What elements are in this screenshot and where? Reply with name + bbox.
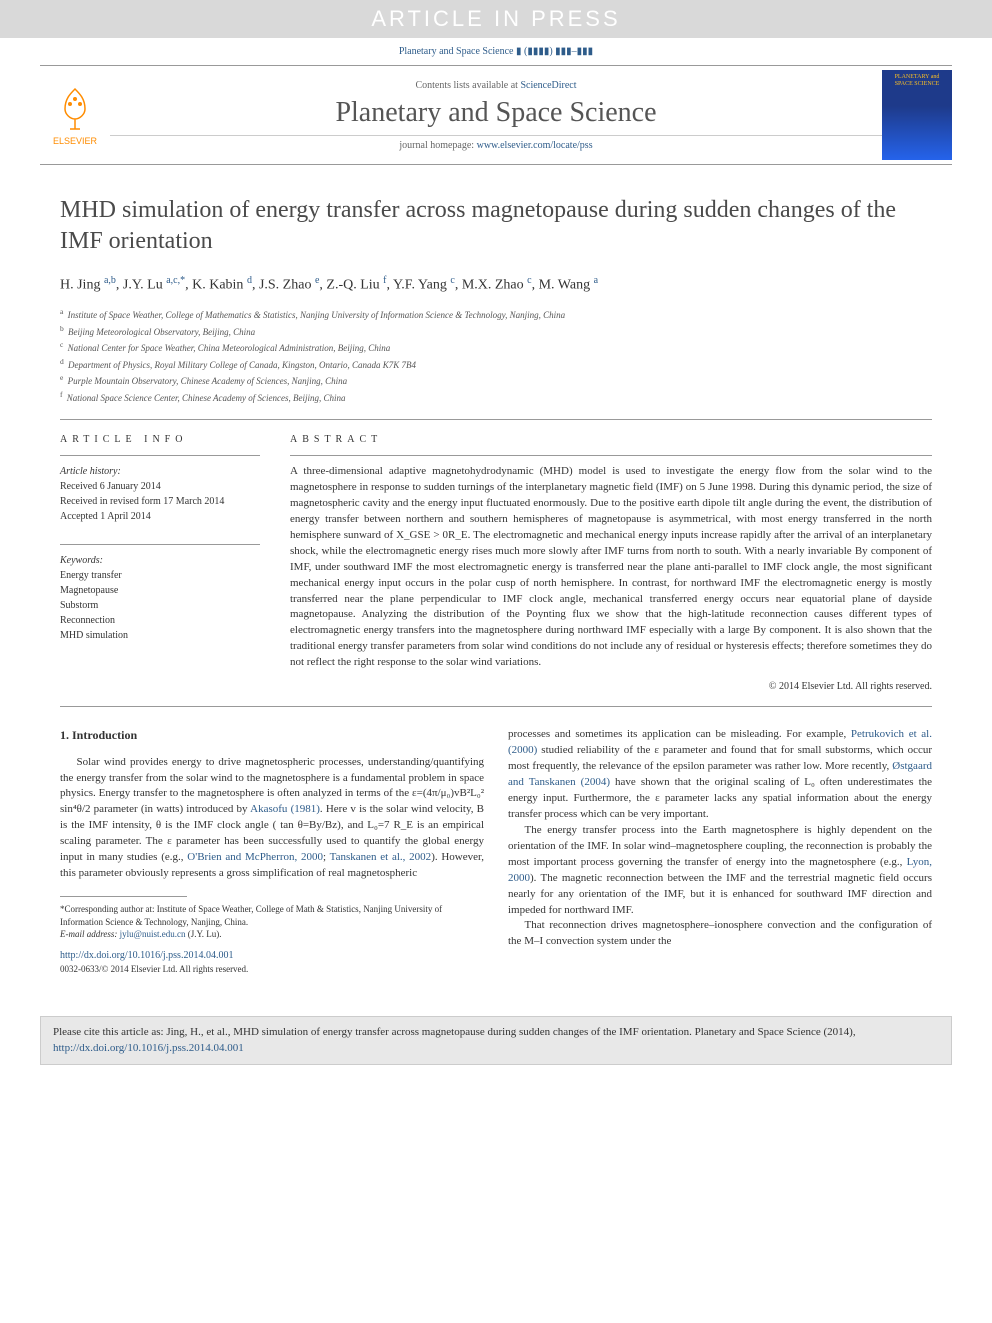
contents-line: Contents lists available at ScienceDirec…	[110, 80, 882, 91]
cover-text: PLANETARY and SPACE SCIENCE	[886, 74, 948, 88]
affiliation-item: e Purple Mountain Observatory, Chinese A…	[60, 372, 932, 389]
keywords-list: Energy transferMagnetopauseSubstormRecon…	[60, 568, 260, 643]
keywords-divider	[60, 544, 260, 545]
text: The energy transfer process into the Ear…	[508, 824, 932, 868]
left-column: 1. Introduction Solar wind provides ener…	[60, 727, 484, 976]
affiliation-item: f National Space Science Center, Chinese…	[60, 389, 932, 406]
history-accepted: Accepted 1 April 2014	[60, 509, 260, 524]
journal-reference: Planetary and Space Science ▮ (▮▮▮▮) ▮▮▮…	[0, 38, 992, 61]
intro-paragraph-1-cont: processes and sometimes its application …	[508, 727, 932, 823]
history-revised: Received in revised form 17 March 2014	[60, 494, 260, 509]
citation-doi-link[interactable]: http://dx.doi.org/10.1016/j.pss.2014.04.…	[53, 1042, 244, 1054]
ref-obrien[interactable]: O'Brien and McPherron, 2000	[187, 851, 323, 863]
email-name: (J.Y. Lu).	[185, 929, 221, 939]
article-history: Article history: Received 6 January 2014…	[60, 464, 260, 524]
email-label: E-mail address:	[60, 929, 120, 939]
keywords-label: Keywords:	[60, 553, 260, 568]
intro-paragraph-3: That reconnection drives magnetosphere–i…	[508, 918, 932, 950]
affiliation-item: b Beijing Meteorological Observatory, Be…	[60, 323, 932, 340]
keyword-item: MHD simulation	[60, 628, 260, 643]
homepage-link[interactable]: www.elsevier.com/locate/pss	[477, 140, 593, 151]
affiliation-item: d Department of Physics, Royal Military …	[60, 356, 932, 373]
citation-box: Please cite this article as: Jing, H., e…	[40, 1016, 952, 1065]
main-content-columns: 1. Introduction Solar wind provides ener…	[60, 727, 932, 976]
history-label: Article history:	[60, 464, 260, 479]
email-link[interactable]: jylu@nuist.edu.cn	[120, 929, 186, 939]
issn-line: 0032-0633/© 2014 Elsevier Ltd. All right…	[60, 963, 484, 976]
sciencedirect-link[interactable]: ScienceDirect	[520, 80, 576, 91]
abstract-text: A three-dimensional adaptive magnetohydr…	[290, 464, 932, 671]
homepage-prefix: journal homepage:	[399, 140, 476, 151]
header-center: Contents lists available at ScienceDirec…	[110, 80, 882, 151]
keyword-item: Reconnection	[60, 613, 260, 628]
article-title: MHD simulation of energy transfer across…	[60, 195, 932, 257]
intro-paragraph-1: Solar wind provides energy to drive magn…	[60, 755, 484, 883]
info-abstract-row: ARTICLE INFO Article history: Received 6…	[60, 434, 932, 692]
introduction-heading: 1. Introduction	[60, 727, 484, 744]
authors-list: H. Jing a,b, J.Y. Lu a,c,*, K. Kabin d, …	[60, 275, 932, 294]
homepage-line: journal homepage: www.elsevier.com/locat…	[110, 135, 882, 151]
text: ). The magnetic reconnection between the…	[508, 872, 932, 916]
email-line: E-mail address: jylu@nuist.edu.cn (J.Y. …	[60, 928, 484, 941]
citation-text: Please cite this article as: Jing, H., e…	[53, 1026, 856, 1038]
doi-block: http://dx.doi.org/10.1016/j.pss.2014.04.…	[60, 949, 484, 977]
affiliation-item: a Institute of Space Weather, College of…	[60, 306, 932, 323]
abstract-divider	[290, 455, 932, 456]
right-column: processes and sometimes its application …	[508, 727, 932, 976]
doi-link[interactable]: http://dx.doi.org/10.1016/j.pss.2014.04.…	[60, 950, 233, 961]
journal-cover-thumbnail: PLANETARY and SPACE SCIENCE	[882, 70, 952, 160]
keyword-item: Energy transfer	[60, 568, 260, 583]
abstract-heading: ABSTRACT	[290, 434, 932, 445]
footnote-separator	[60, 896, 187, 897]
watermark-banner: ARTICLE IN PRESS	[0, 0, 992, 38]
elsevier-logo: ELSEVIER	[40, 75, 110, 155]
ref-tanskanen[interactable]: Tanskanen et al., 2002	[330, 851, 432, 863]
article-info-heading: ARTICLE INFO	[60, 434, 260, 445]
article-info-column: ARTICLE INFO Article history: Received 6…	[60, 434, 260, 692]
ref-akasofu[interactable]: Akasofu (1981)	[250, 803, 320, 815]
keyword-item: Substorm	[60, 598, 260, 613]
info-divider	[60, 455, 260, 456]
divider	[60, 419, 932, 420]
keywords-block: Keywords: Energy transferMagnetopauseSub…	[60, 553, 260, 643]
divider-2	[60, 706, 932, 707]
corr-text: *Corresponding author at: Institute of S…	[60, 903, 484, 928]
contents-prefix: Contents lists available at	[415, 80, 520, 91]
elsevier-label: ELSEVIER	[53, 136, 97, 146]
keyword-item: Magnetopause	[60, 583, 260, 598]
journal-name: Planetary and Space Science	[110, 97, 882, 129]
affiliation-item: c National Center for Space Weather, Chi…	[60, 339, 932, 356]
text: ;	[323, 851, 330, 863]
corresponding-author-footnote: *Corresponding author at: Institute of S…	[60, 903, 484, 941]
affiliations-list: a Institute of Space Weather, College of…	[60, 306, 932, 405]
elsevier-tree-icon	[50, 84, 100, 134]
text: studied reliability of the ε parameter a…	[508, 744, 932, 772]
abstract-copyright: © 2014 Elsevier Ltd. All rights reserved…	[290, 681, 932, 692]
history-received: Received 6 January 2014	[60, 479, 260, 494]
intro-paragraph-2: The energy transfer process into the Ear…	[508, 823, 932, 919]
article-body: MHD simulation of energy transfer across…	[0, 165, 992, 996]
journal-header: ELSEVIER Contents lists available at Sci…	[40, 65, 952, 165]
abstract-column: ABSTRACT A three-dimensional adaptive ma…	[290, 434, 932, 692]
text: processes and sometimes its application …	[508, 728, 851, 740]
